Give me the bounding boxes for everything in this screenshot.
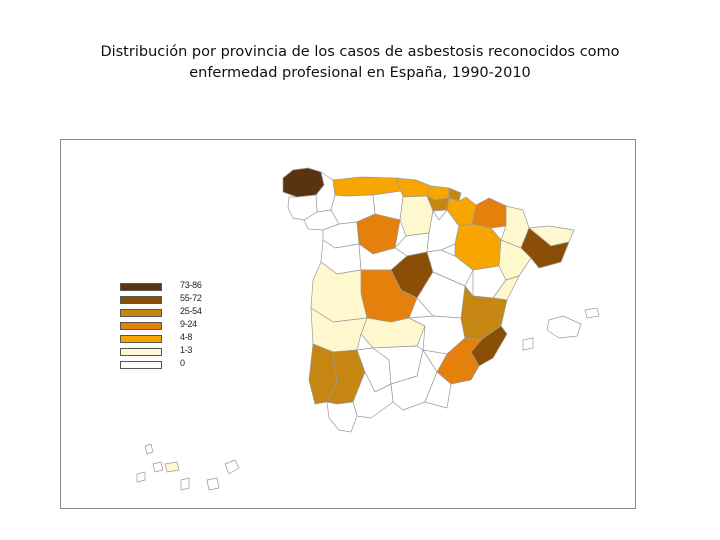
legend-swatch-3 — [120, 322, 162, 330]
legend-swatch-1 — [120, 296, 162, 304]
province-almeria — [424, 371, 452, 409]
province-baleares-menorca — [584, 307, 600, 319]
legend-item: 9-24 — [120, 319, 230, 331]
province-canarias-6 — [224, 459, 240, 475]
legend-item: 1-3 — [120, 345, 230, 357]
province-canarias-7 — [136, 471, 146, 483]
map-frame: 73-86 55-72 25-54 9-24 4-8 1-3 0 — [60, 139, 636, 509]
province-canarias-2 — [152, 461, 164, 473]
legend-item: 25-54 — [120, 306, 230, 318]
province-baleares-mallorca — [546, 315, 582, 339]
title-line-2: enfermedad profesional en España, 1990-2… — [189, 65, 531, 81]
legend-label: 55-72 — [180, 293, 202, 303]
legend-swatch-5 — [120, 348, 162, 356]
legend-swatch-6 — [120, 361, 162, 369]
province-canarias-5 — [206, 477, 220, 491]
province-burgos — [399, 195, 434, 237]
spain-province-map — [136, 167, 600, 491]
province-baleares-ibiza — [522, 337, 534, 351]
legend-label: 73-86 — [180, 280, 202, 290]
legend-label: 4-8 — [180, 332, 193, 342]
legend-item: 0 — [120, 358, 230, 370]
legend-label: 0 — [180, 358, 185, 368]
province-canarias-3 — [164, 461, 180, 473]
legend-swatch-0 — [120, 283, 162, 291]
province-la-rioja — [432, 209, 448, 221]
title-line-1: Distribución por provincia de los casos … — [100, 44, 620, 60]
province-huesca — [471, 197, 507, 229]
legend-label: 25-54 — [180, 306, 202, 316]
province-canarias-4 — [180, 477, 190, 491]
legend-swatch-4 — [120, 335, 162, 343]
province-canarias-1 — [144, 443, 154, 455]
province-malaga — [352, 371, 394, 419]
legend-item: 73-86 — [120, 280, 230, 292]
province-barcelona — [520, 227, 570, 269]
map-title: Distribución por provincia de los casos … — [40, 42, 680, 84]
province-cadiz — [326, 401, 358, 433]
legend-swatch-2 — [120, 309, 162, 317]
province-ciudad-real — [360, 317, 426, 349]
legend-item: 4-8 — [120, 332, 230, 344]
legend-item: 55-72 — [120, 293, 230, 305]
legend-label: 1-3 — [180, 345, 193, 355]
legend-label: 9-24 — [180, 319, 197, 329]
